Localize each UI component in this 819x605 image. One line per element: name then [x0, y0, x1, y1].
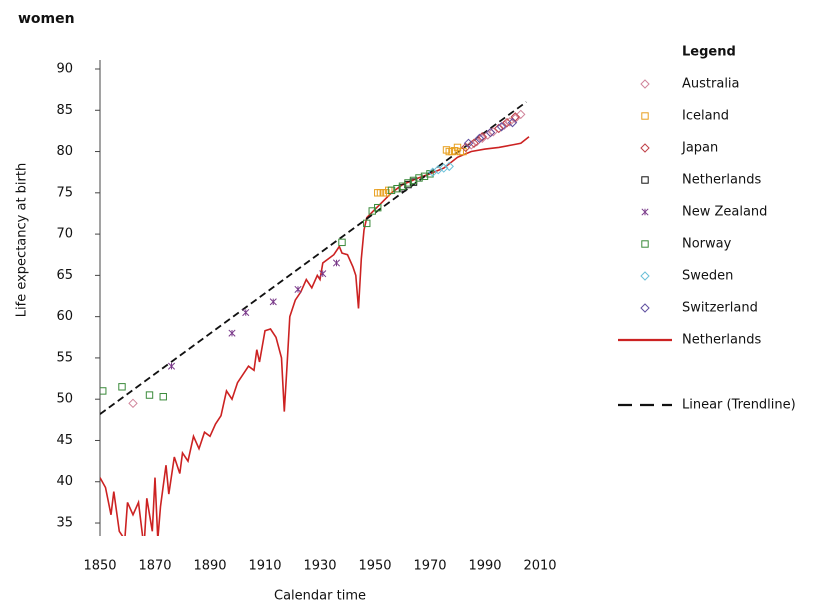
y-tick-label: 45: [56, 433, 73, 448]
chart-title: women: [18, 11, 75, 27]
marker: [404, 179, 412, 187]
x-tick-label: 1970: [413, 559, 446, 574]
marker: [363, 219, 371, 228]
marker: [145, 391, 154, 399]
marker: [472, 136, 482, 147]
marker: [439, 163, 449, 173]
y-tick-label: 50: [56, 392, 73, 407]
marker: [409, 176, 418, 185]
y-tick-label: 85: [56, 103, 73, 118]
marker: [242, 308, 250, 317]
x-tick-label: 1910: [248, 559, 281, 574]
legend-label: Netherlands: [682, 333, 761, 348]
legend-label: Norway: [682, 237, 732, 252]
y-tick-label: 55: [56, 350, 73, 365]
x-tick-label: 1990: [468, 559, 501, 574]
y-tick-label: 35: [56, 516, 73, 531]
marker: [415, 174, 423, 182]
marker: [474, 133, 485, 144]
x-tick-label: 2010: [523, 559, 556, 574]
y-tick-label: 80: [56, 144, 73, 159]
marker: [433, 165, 443, 175]
marker: [387, 186, 396, 195]
legend-label: Linear (Trendline): [682, 398, 796, 413]
y-tick-label: 70: [56, 227, 73, 242]
marker: [269, 298, 277, 306]
marker: [118, 383, 126, 391]
marker: [483, 130, 493, 140]
marker: [466, 140, 476, 150]
marker: [507, 117, 518, 128]
marker: [228, 329, 236, 337]
marker: [100, 387, 107, 395]
marker: [128, 398, 138, 409]
legend-swatch: [641, 240, 649, 248]
legend-swatch: [641, 208, 649, 216]
legend-swatch: [640, 271, 650, 281]
y-axis-label: Life expectancy at birth: [15, 163, 30, 317]
marker: [496, 122, 507, 132]
marker: [461, 142, 471, 153]
legend-label: New Zealand: [682, 205, 767, 220]
legend-label: Australia: [682, 77, 740, 92]
legend-swatch: [640, 143, 650, 153]
legend-swatch: [640, 303, 650, 313]
legend-swatch: [641, 112, 649, 120]
legend-swatch: [641, 176, 649, 184]
x-tick-label: 1870: [138, 559, 171, 574]
marker: [393, 184, 401, 193]
marker: [319, 270, 327, 278]
x-tick-label: 1850: [83, 559, 116, 574]
marker: [294, 285, 302, 293]
y-tick-label: 75: [56, 185, 73, 200]
marker: [444, 161, 454, 172]
marker: [516, 109, 526, 120]
plot-area: [100, 101, 530, 536]
marker: [477, 133, 487, 144]
series-line: [100, 136, 530, 536]
y-tick-label: 40: [56, 474, 73, 489]
marker: [488, 127, 498, 137]
legend-title: Legend: [682, 45, 736, 60]
legend-swatch: [640, 79, 650, 89]
x-tick-label: 1950: [358, 559, 391, 574]
marker: [420, 172, 429, 181]
marker: [167, 362, 176, 370]
marker: [510, 113, 520, 124]
x-tick-label: 1890: [193, 559, 226, 574]
marker: [463, 138, 474, 149]
marker: [338, 238, 346, 247]
x-axis-label: Calendar time: [274, 589, 366, 604]
marker: [159, 393, 167, 401]
marker: [485, 127, 496, 138]
legend-label: Japan: [681, 141, 718, 156]
legend-label: Iceland: [682, 109, 729, 124]
marker: [477, 131, 487, 142]
y-tick-label: 65: [56, 268, 73, 283]
legend-label: Netherlands: [682, 173, 761, 188]
y-tick-label: 60: [56, 309, 73, 324]
marker: [374, 203, 382, 212]
legend-label: Switzerland: [682, 301, 758, 316]
legend-label: Sweden: [682, 269, 733, 284]
marker: [332, 259, 341, 267]
marker: [505, 117, 515, 127]
marker: [494, 123, 504, 134]
marker: [499, 120, 509, 130]
y-tick-label: 90: [56, 62, 73, 77]
x-tick-label: 1930: [303, 559, 336, 574]
